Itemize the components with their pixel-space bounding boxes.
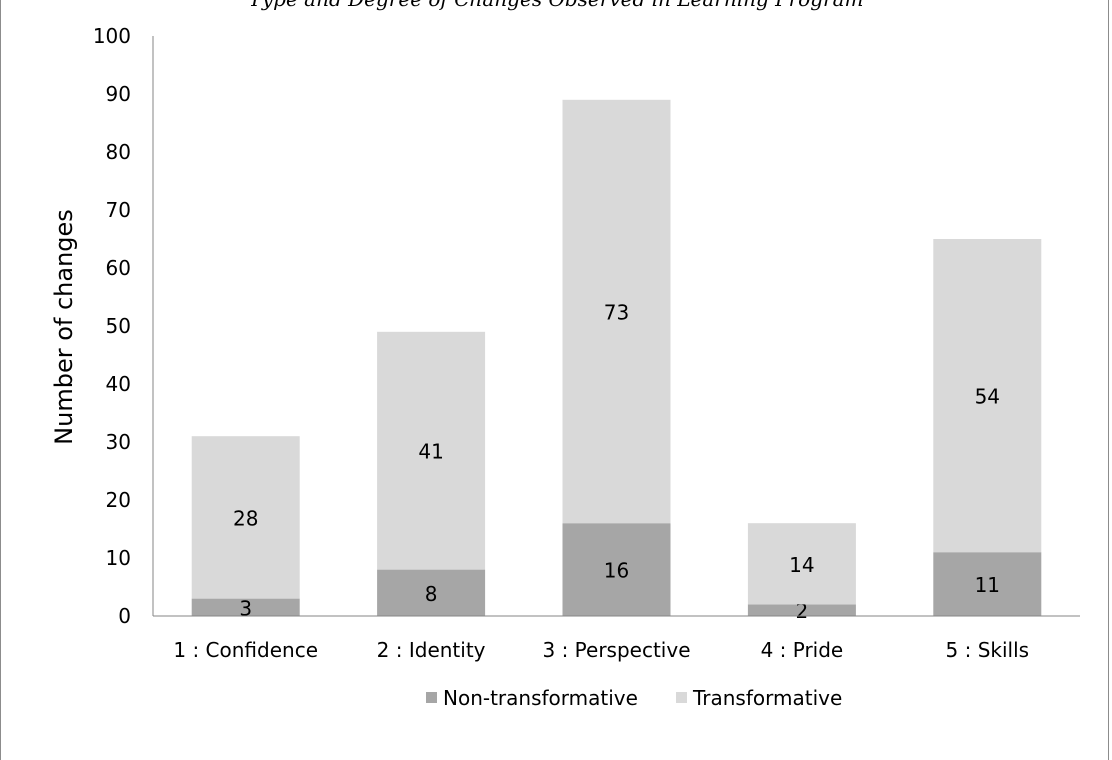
- stacked-bar-chart: Number of changes 0 10 20 30 40 50 60 70 80 90 100…: [50, 24, 1080, 710]
- x-axis-ticks: 1 : Confidence 2 : Identity 3 : Perspectiv…: [173, 638, 1029, 662]
- legend-swatch-1: [426, 692, 437, 703]
- x-tick-label-2: 2 : Identity: [377, 638, 486, 662]
- bar-non-transformative-2: [377, 569, 486, 616]
- y-tick-label-6: 60: [106, 256, 131, 280]
- bar-transformative-1: [191, 436, 300, 599]
- bar-non-transformative-1: [191, 598, 300, 616]
- bar-transformative-2: [377, 331, 486, 570]
- bar-transformative-4: [747, 523, 856, 605]
- data-label-non-transformative-3: 16: [604, 559, 629, 583]
- data-label-non-transformative-1: 3: [239, 596, 252, 620]
- bar-non-transformative-3: [562, 523, 671, 616]
- legend: Non-transformative Transformative: [426, 686, 842, 710]
- y-tick-label-9: 90: [106, 82, 131, 106]
- data-label-transformative-3: 73: [604, 301, 629, 325]
- legend-label-1: Non-transformative: [443, 686, 638, 710]
- y-tick-label-4: 40: [106, 372, 131, 396]
- data-label-non-transformative-2: 8: [425, 582, 438, 606]
- y-axis-ticks: 0 10 20 30 40 50 60 70 80 90 100: [93, 24, 131, 628]
- y-tick-label-1: 10: [106, 546, 131, 570]
- x-tick-label-3: 3 : Perspective: [542, 638, 690, 662]
- data-label-transformative-1: 28: [233, 506, 258, 530]
- x-tick-label-4: 4 : Pride: [761, 638, 844, 662]
- bar-transformative-3: [562, 99, 671, 524]
- y-tick-label-0: 0: [118, 604, 131, 628]
- x-tick-label-1: 1 : Confidence: [173, 638, 318, 662]
- chart-title: Type and Degree of Changes Observed in L…: [0, 0, 1112, 11]
- bars: 3 28 8 41 16 73 2 14 11 54: [191, 99, 1042, 623]
- bar-transformative-5: [933, 239, 1042, 553]
- data-label-non-transformative-5: 11: [975, 573, 1000, 597]
- data-label-transformative-5: 54: [975, 385, 1000, 409]
- data-label-non-transformative-4: 2: [796, 599, 809, 623]
- x-tick-label-5: 5 : Skills: [946, 638, 1030, 662]
- y-tick-label-10: 100: [93, 24, 131, 48]
- bar-non-transformative-5: [933, 552, 1042, 616]
- bar-non-transformative-4: [747, 604, 856, 616]
- y-axis-label: Number of changes: [50, 209, 78, 445]
- y-tick-label-5: 50: [106, 314, 131, 338]
- legend-label-2: Transformative: [692, 686, 842, 710]
- y-tick-label-2: 20: [106, 488, 131, 512]
- data-label-transformative-2: 41: [418, 440, 443, 464]
- legend-swatch-2: [676, 692, 687, 703]
- y-tick-label-3: 30: [106, 430, 131, 454]
- y-tick-label-7: 70: [106, 198, 131, 222]
- y-tick-label-8: 80: [106, 140, 131, 164]
- data-label-transformative-4: 14: [789, 553, 814, 577]
